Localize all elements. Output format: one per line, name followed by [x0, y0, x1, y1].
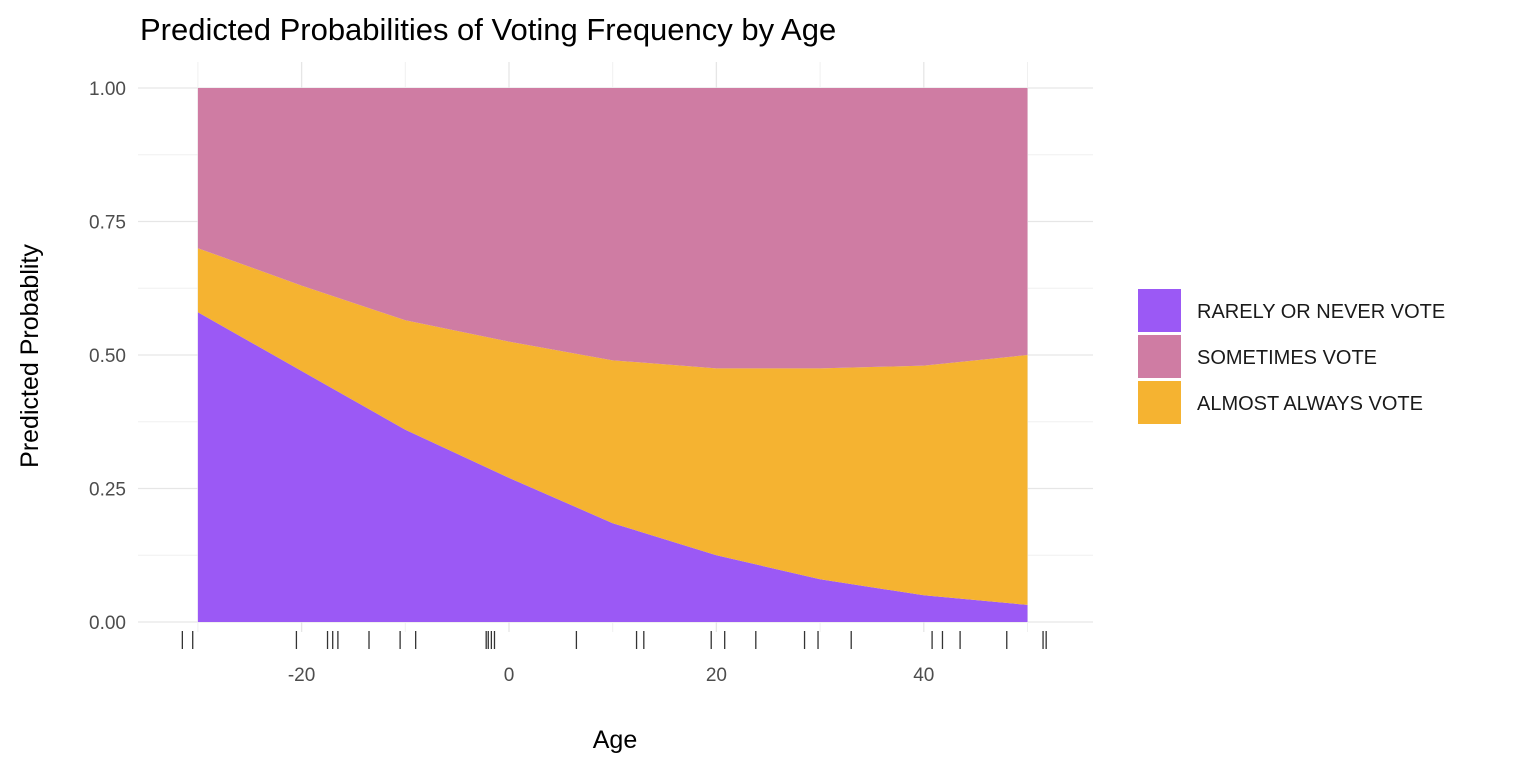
- x-tick-label: 40: [913, 665, 934, 686]
- legend-swatch-almost-always-vote: [1138, 381, 1181, 424]
- x-axis-title: Age: [593, 726, 637, 754]
- y-axis-title: Predicted Probablity: [16, 244, 44, 468]
- rug-layer: [181, 631, 1047, 649]
- chart-title: Predicted Probabilities of Voting Freque…: [140, 12, 836, 47]
- area-rarely-or-never-vote: [197, 312, 1028, 622]
- legend-label-rarely-or-never-vote: RARELY OR NEVER VOTE: [1197, 301, 1445, 323]
- x-tick-label: 0: [504, 665, 515, 686]
- legend-swatch-rarely-or-never-vote: [1138, 289, 1181, 332]
- area-sometimes-vote: [197, 88, 1028, 369]
- x-tick-layer: -20 0 20 40: [288, 665, 935, 686]
- area-layer: [197, 88, 1028, 622]
- y-tick-layer: 0.00 0.25 0.50 0.75 1.00: [89, 79, 126, 634]
- legend-swatch-sometimes-vote: [1138, 335, 1181, 378]
- y-tick-label: 0.50: [89, 346, 126, 367]
- legend-label-sometimes-vote: SOMETIMES VOTE: [1197, 347, 1377, 369]
- y-tick-label: 0.00: [89, 613, 126, 634]
- y-tick-label: 1.00: [89, 79, 126, 100]
- x-tick-label: -20: [288, 665, 315, 686]
- y-tick-label: 0.75: [89, 213, 126, 234]
- legend-label-almost-always-vote: ALMOST ALWAYS VOTE: [1197, 393, 1423, 415]
- area-almost-always-vote: [197, 248, 1028, 605]
- y-tick-label: 0.25: [89, 480, 126, 501]
- x-tick-label: 20: [706, 665, 727, 686]
- legend: RARELY OR NEVER VOTE SOMETIMES VOTE ALMOST…: [1138, 289, 1445, 424]
